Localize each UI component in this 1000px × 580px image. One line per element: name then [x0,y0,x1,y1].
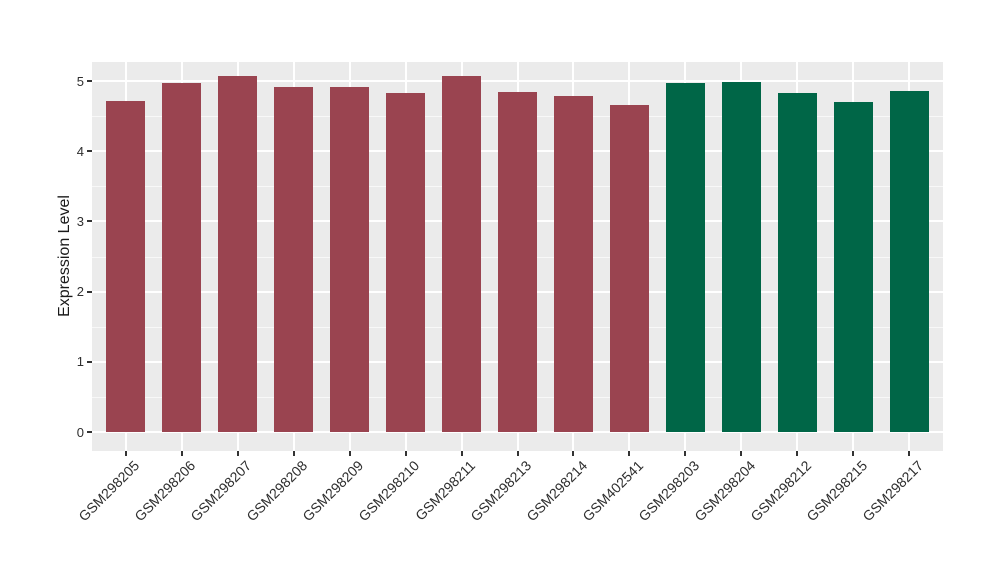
x-axis-tick [348,451,351,456]
x-axis-tick [180,451,183,456]
y-tick-label: 5 [76,73,84,89]
bar [274,86,314,432]
x-axis-tick [684,451,687,456]
bar [777,92,817,432]
gridline-major-horizontal [92,431,943,433]
x-axis-tick [236,451,239,456]
bar [498,91,537,432]
bar [218,76,258,432]
y-tick-label: 1 [76,354,84,370]
y-axis-tick [87,80,92,82]
bar [330,86,370,432]
bar [106,101,146,432]
y-tick-label: 0 [76,424,84,440]
bar [721,81,761,432]
x-axis-tick [460,451,463,456]
y-axis-tick [87,431,92,433]
x-axis-tick [292,451,295,456]
bar [553,95,593,432]
gridline-major-horizontal [92,80,943,82]
x-axis-tick [404,451,407,456]
bar [609,104,649,432]
plot-panel [92,62,943,451]
x-axis-tick [740,451,743,456]
bar [665,83,705,432]
x-axis-tick [516,451,519,456]
x-axis-tick [124,451,127,456]
x-axis-tick [796,451,799,456]
y-axis-tick [87,290,92,293]
bar [162,83,202,432]
y-axis-tick [87,360,92,363]
y-tick-label: 2 [76,284,84,300]
y-axis-tick [87,220,92,223]
y-tick-label: 4 [76,143,84,159]
y-tick-label: 3 [76,213,84,229]
x-axis-tick [572,451,575,456]
x-axis-tick [908,451,911,456]
x-axis-tick [852,451,855,456]
bar [833,102,873,432]
x-axis-tick [628,451,631,456]
bar [386,92,426,432]
y-axis-tick [87,150,92,153]
y-axis-title: Expression Level [56,195,73,317]
bar [442,76,481,432]
bar [889,90,929,432]
